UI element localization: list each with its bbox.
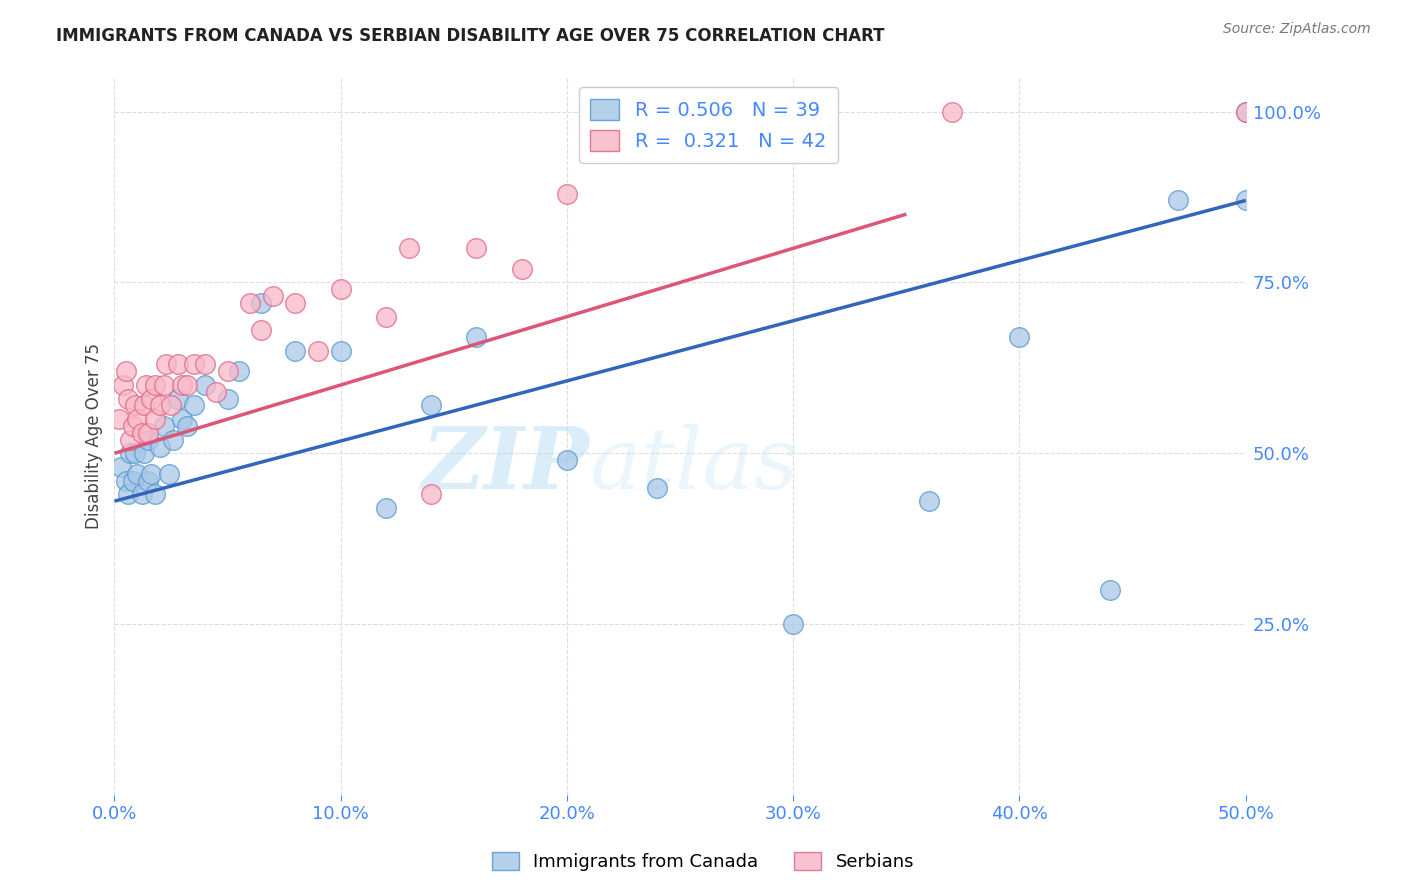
Point (176, 419, 198, 434)
Point (1234, 194, 1257, 208)
Point (284, 296, 307, 310)
Text: ZIP: ZIP (422, 423, 589, 507)
Point (329, 343, 352, 358)
Point (114, 474, 136, 488)
Point (228, 364, 250, 378)
Point (120, 433, 142, 447)
Point (194, 378, 217, 392)
Point (329, 282, 352, 296)
Text: atlas: atlas (589, 424, 799, 507)
Point (114, 364, 136, 378)
Point (600, 104, 623, 119)
Point (465, 330, 488, 344)
Point (250, 323, 273, 337)
Point (117, 392, 139, 406)
Point (143, 412, 166, 426)
Point (166, 392, 188, 406)
Point (782, 617, 804, 632)
Point (183, 358, 205, 372)
Point (555, 186, 578, 201)
Point (143, 487, 166, 501)
Point (172, 412, 194, 426)
Point (132, 399, 155, 413)
Point (120, 446, 142, 460)
Point (307, 343, 329, 358)
Point (153, 378, 176, 392)
Point (166, 358, 188, 372)
Point (160, 399, 183, 413)
Text: IMMIGRANTS FROM CANADA VS SERBIAN DISABILITY AGE OVER 75 CORRELATION CHART: IMMIGRANTS FROM CANADA VS SERBIAN DISABI… (56, 27, 884, 45)
Point (555, 453, 578, 467)
Point (149, 399, 172, 413)
Point (121, 474, 143, 488)
Point (112, 378, 135, 392)
Point (194, 358, 217, 372)
Point (465, 241, 488, 255)
Point (162, 433, 184, 447)
Point (153, 419, 176, 434)
Point (941, 104, 963, 119)
Point (217, 392, 239, 406)
Point (131, 425, 153, 440)
Point (176, 378, 198, 392)
Point (108, 412, 131, 426)
Point (124, 399, 146, 413)
Point (155, 358, 177, 372)
Point (374, 501, 396, 516)
Point (124, 446, 146, 460)
Point (205, 384, 228, 399)
Point (139, 392, 162, 406)
Point (135, 378, 157, 392)
Point (117, 487, 139, 501)
Point (125, 412, 148, 426)
Point (149, 440, 172, 454)
Point (138, 474, 160, 488)
Point (420, 487, 443, 501)
Point (110, 460, 132, 475)
Y-axis label: Disability Age Over 75: Disability Age Over 75 (86, 343, 103, 529)
Point (139, 467, 162, 481)
Point (172, 378, 194, 392)
Point (125, 467, 148, 481)
Legend: R = 0.506   N = 39, R =  0.321   N = 42: R = 0.506 N = 39, R = 0.321 N = 42 (579, 87, 838, 162)
Point (420, 399, 443, 413)
Point (284, 343, 307, 358)
Point (157, 467, 180, 481)
Point (1098, 582, 1121, 597)
Point (782, 104, 804, 119)
Point (262, 289, 284, 303)
Text: Source: ZipAtlas.com: Source: ZipAtlas.com (1223, 22, 1371, 37)
Point (398, 241, 420, 255)
Point (510, 261, 533, 276)
Legend: Immigrants from Canada, Serbians: Immigrants from Canada, Serbians (485, 845, 921, 879)
Point (1167, 194, 1189, 208)
Point (138, 425, 160, 440)
Point (121, 419, 143, 434)
Point (374, 310, 396, 324)
Point (250, 296, 273, 310)
Point (1008, 330, 1031, 344)
Point (647, 481, 669, 495)
Point (138, 433, 160, 447)
Point (143, 378, 166, 392)
Point (239, 296, 262, 310)
Point (183, 399, 205, 413)
Point (1234, 104, 1257, 119)
Point (132, 446, 155, 460)
Point (918, 494, 941, 508)
Point (1234, 104, 1257, 119)
Point (131, 487, 153, 501)
Point (217, 364, 239, 378)
